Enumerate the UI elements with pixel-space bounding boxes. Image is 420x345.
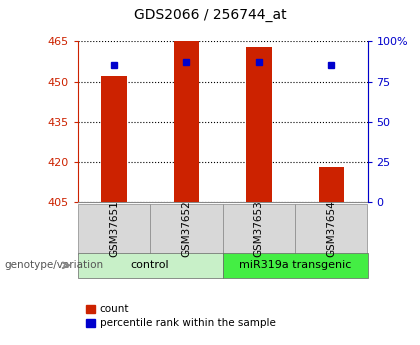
Bar (86, 319, 95, 327)
Bar (223, 253, 368, 278)
Bar (295, 204, 368, 254)
Text: GDS2066 / 256744_at: GDS2066 / 256744_at (134, 8, 286, 22)
Bar (150, 204, 223, 254)
Text: percentile rank within the sample: percentile rank within the sample (100, 318, 276, 327)
Bar (174, 41, 199, 202)
Bar (101, 76, 126, 202)
Text: GSM37653: GSM37653 (254, 200, 264, 257)
Text: genotype/variation: genotype/variation (4, 260, 103, 270)
Text: miR319a transgenic: miR319a transgenic (239, 260, 351, 270)
Bar (223, 204, 295, 254)
Bar (246, 47, 271, 202)
Text: GSM37651: GSM37651 (109, 200, 119, 257)
Text: control: control (131, 260, 169, 270)
Text: count: count (100, 304, 129, 314)
Bar (86, 305, 95, 313)
Text: GSM37654: GSM37654 (326, 200, 336, 257)
Bar (78, 204, 150, 254)
Text: GSM37652: GSM37652 (181, 200, 192, 257)
Bar (78, 253, 223, 278)
Bar (319, 167, 344, 202)
